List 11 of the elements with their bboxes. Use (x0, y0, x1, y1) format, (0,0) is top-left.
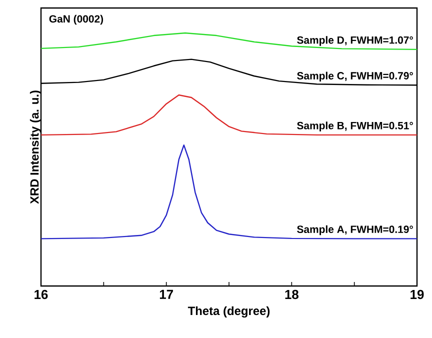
x-tick-label: 19 (410, 290, 424, 300)
text: GaN (0002) (49, 14, 104, 25)
x-axis-title: Theta (degree) (188, 306, 270, 318)
series-label: Sample B, FWHM=0.51° (297, 122, 413, 132)
series-label: Sample A, FWHM=0.19° (297, 225, 413, 236)
series-label: Sample C, FWHM=0.79° (297, 72, 413, 82)
x-tick-label: 18 (285, 290, 298, 300)
x-tick-label: 17 (160, 290, 173, 299)
series-label: Sample D, FWHM=1.07° (297, 36, 413, 46)
y-axis-title: XRD Intensity (a. u.) (30, 90, 42, 204)
x-tick-label: 16 (34, 290, 48, 300)
